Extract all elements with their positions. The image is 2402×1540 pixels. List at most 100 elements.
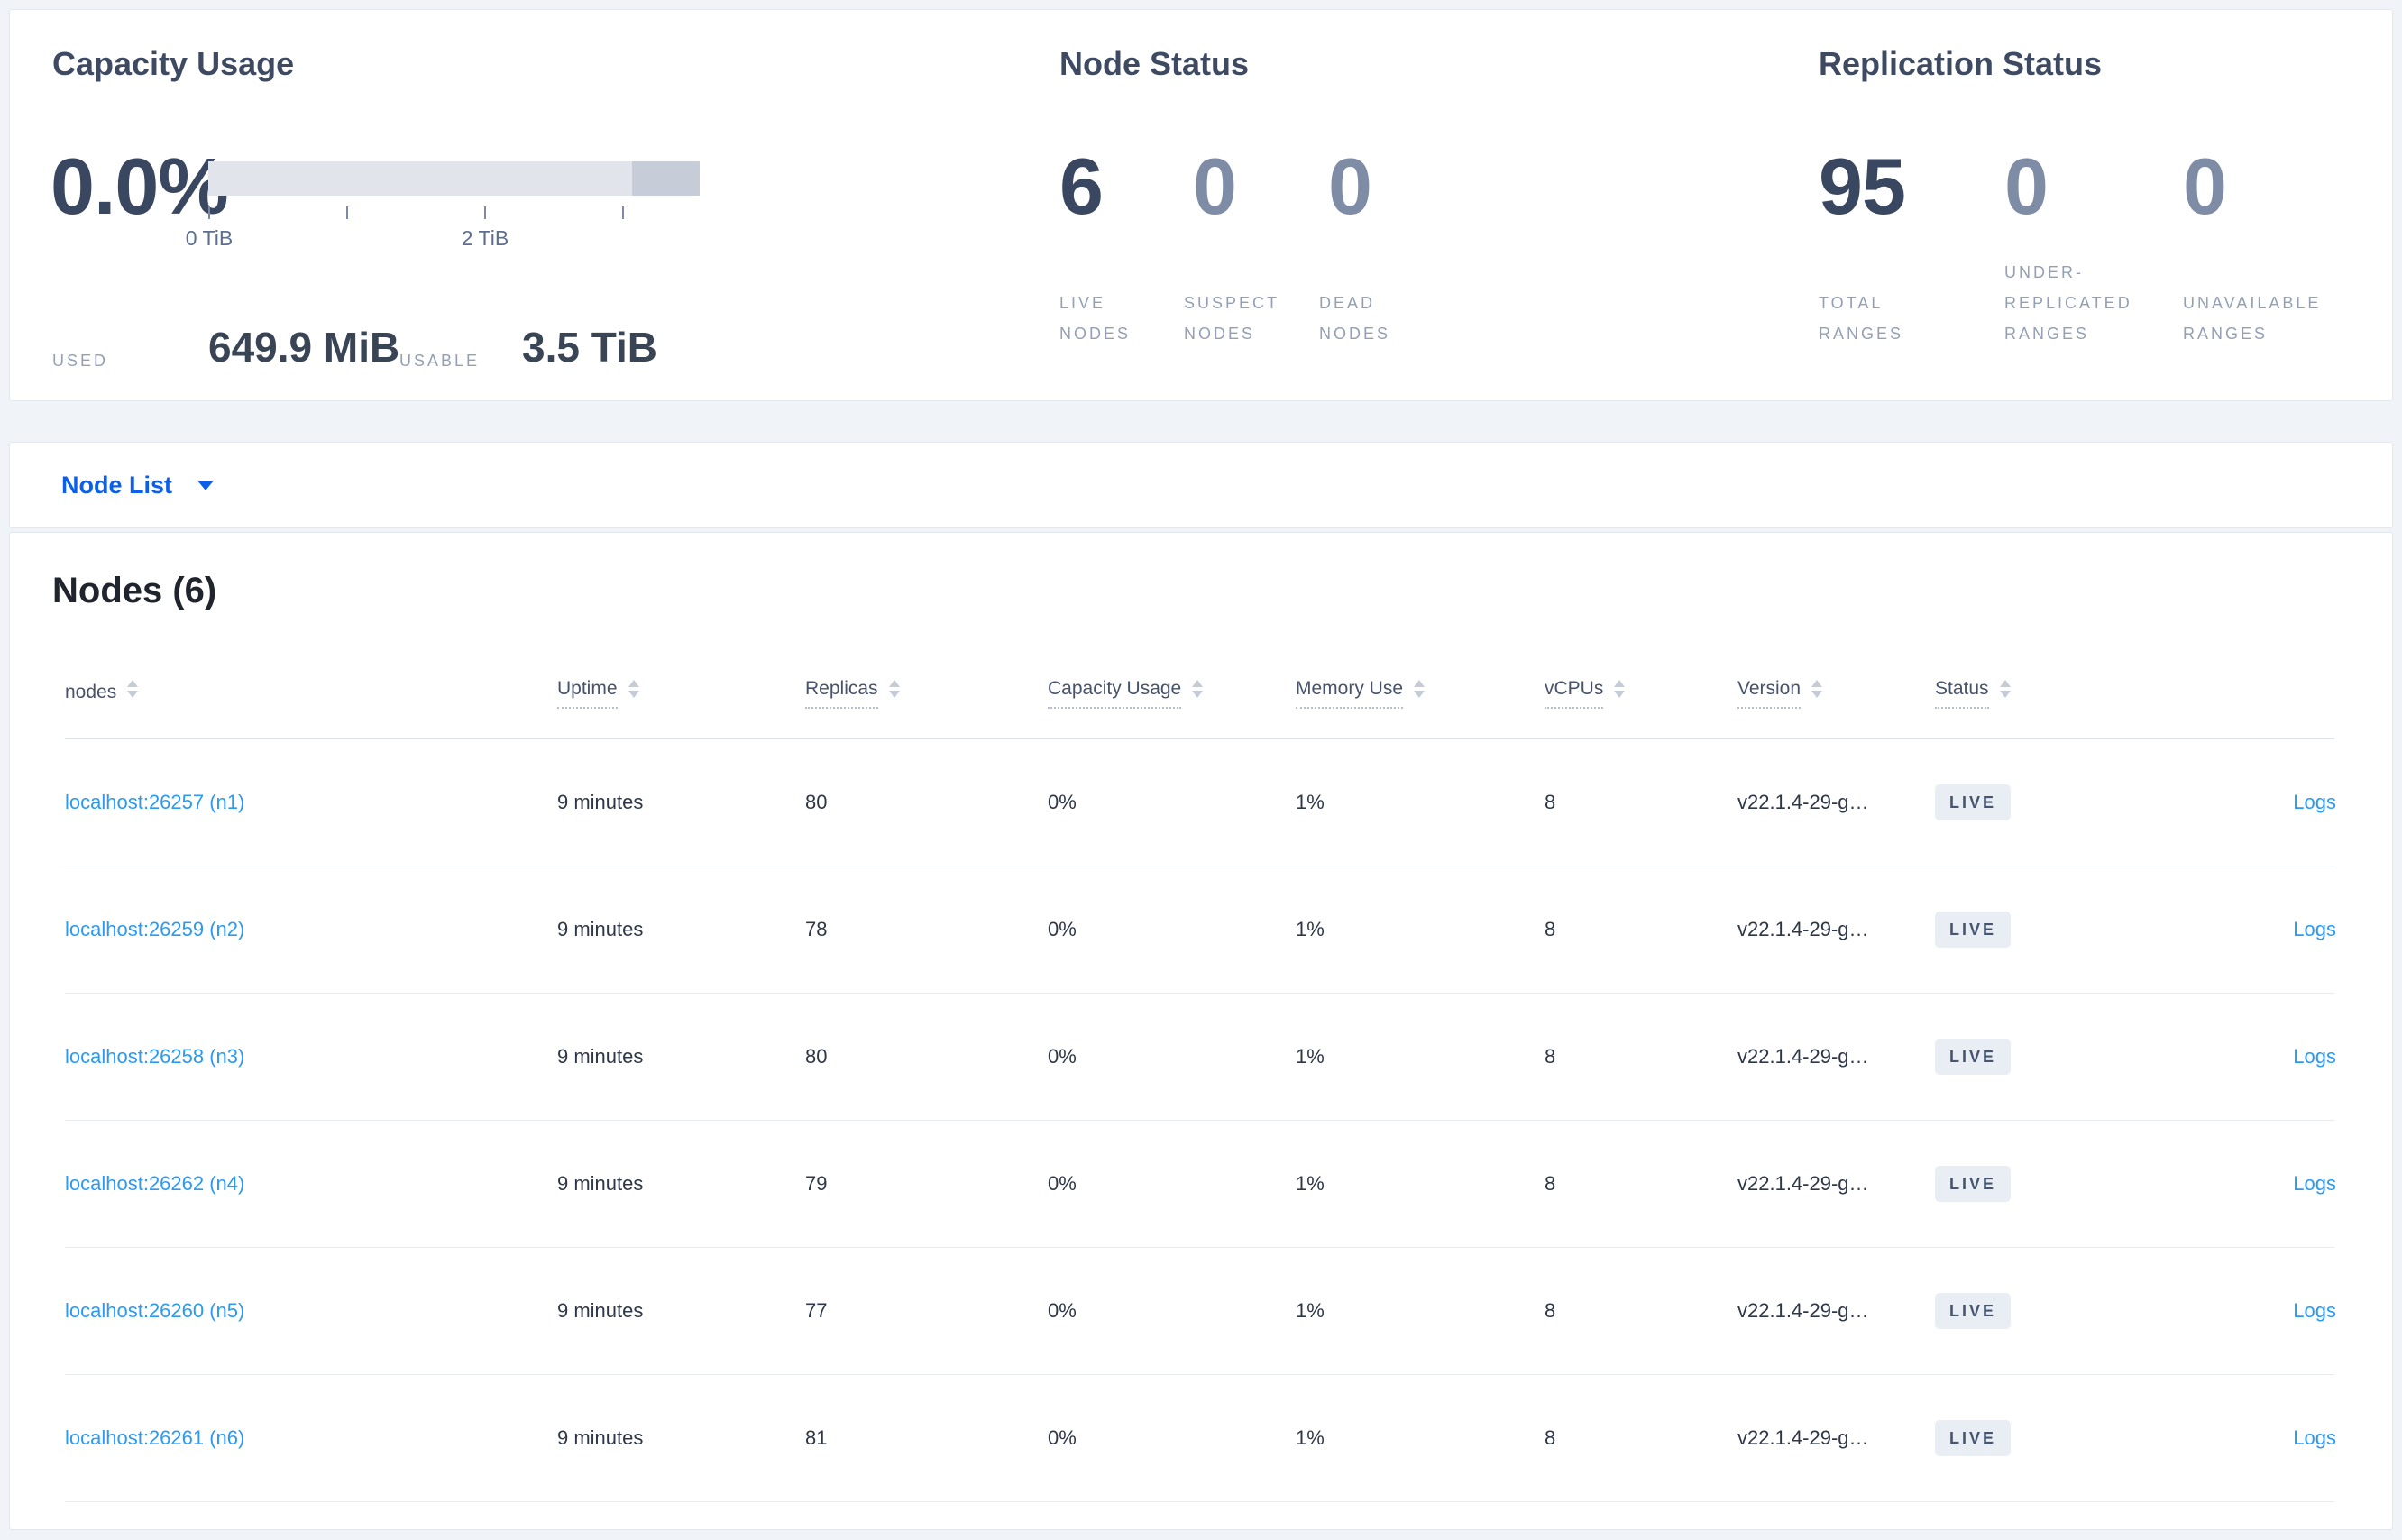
capacity-cell: 0%: [1048, 1426, 1077, 1449]
uptime-cell: 9 minutes: [557, 1299, 644, 1322]
status-badge: LIVE: [1935, 1166, 2012, 1202]
vcpus-cell: 8: [1545, 1172, 1556, 1195]
live-nodes-count: 6: [1059, 142, 1104, 231]
sort-icon: [1614, 680, 1626, 698]
memory-cell: 1%: [1296, 918, 1325, 940]
node-link[interactable]: localhost:26258 (n3): [65, 1045, 245, 1068]
capacity-bar: [208, 161, 700, 196]
uptime-cell: 9 minutes: [557, 1172, 644, 1195]
table-row: localhost:26262 (n4) 9 minutes 79 0% 1% …: [65, 1121, 2336, 1248]
usable-value: 3.5 TiB: [522, 324, 657, 371]
logs-link[interactable]: Logs: [2293, 791, 2336, 813]
node-link[interactable]: localhost:26259 (n2): [65, 918, 245, 940]
suspect-nodes-label: SUSPECT NODES: [1184, 294, 1279, 343]
vcpus-cell: 8: [1545, 918, 1556, 940]
total-ranges-count: 95: [1819, 142, 1906, 231]
node-link[interactable]: localhost:26260 (n5): [65, 1299, 245, 1322]
under-replicated-ranges-label: UNDER-REPLICATED RANGES: [2004, 263, 2132, 343]
capacity-cell: 0%: [1048, 918, 1077, 940]
node-link[interactable]: localhost:26257 (n1): [65, 791, 245, 813]
sort-icon: [1999, 680, 2011, 698]
table-row: localhost:26261 (n6) 9 minutes 81 0% 1% …: [65, 1375, 2336, 1502]
vcpus-cell: 8: [1545, 791, 1556, 813]
nodes-table-header: nodes Uptime Replicas Capacity Usage Mem…: [65, 647, 2334, 739]
logs-link[interactable]: Logs: [2293, 918, 2336, 940]
column-header-memory-use[interactable]: Memory Use: [1296, 677, 1545, 709]
node-status-title: Node Status: [1059, 45, 1250, 82]
column-header-vcpus[interactable]: vCPUs: [1545, 677, 1737, 709]
unavailable-ranges-label: UNAVAILABLE RANGES: [2183, 294, 2322, 343]
axis-tick: [208, 206, 210, 219]
version-cell: v22.1.4-29-g…: [1737, 1045, 1869, 1068]
logs-link[interactable]: Logs: [2293, 1426, 2336, 1449]
replicas-cell: 78: [805, 918, 828, 940]
under-replicated-ranges-count: 0: [2004, 142, 2049, 231]
column-header-uptime[interactable]: Uptime: [557, 677, 805, 709]
node-link[interactable]: localhost:26262 (n4): [65, 1172, 245, 1195]
capacity-cell: 0%: [1048, 1045, 1077, 1068]
chevron-down-icon: [197, 480, 215, 490]
axis-tick-label: 0 TiB: [185, 226, 234, 250]
column-header-capacity-usage[interactable]: Capacity Usage: [1048, 677, 1296, 709]
table-row: localhost:26259 (n2) 9 minutes 78 0% 1% …: [65, 866, 2336, 994]
used-label: USED: [52, 352, 109, 370]
memory-cell: 1%: [1296, 1172, 1325, 1195]
version-cell: v22.1.4-29-g…: [1737, 791, 1869, 813]
capacity-cell: 0%: [1048, 1299, 1077, 1322]
version-cell: v22.1.4-29-g…: [1737, 918, 1869, 940]
sort-icon: [1192, 680, 1204, 698]
replication-status-title: Replication Status: [1819, 45, 2103, 82]
node-list-dropdown-label: Node List: [61, 471, 173, 499]
version-cell: v22.1.4-29-g…: [1737, 1426, 1869, 1449]
capacity-bar-reserved-segment: [632, 161, 700, 196]
column-header-nodes[interactable]: nodes: [65, 680, 557, 704]
axis-tick: [622, 206, 624, 219]
table-row: localhost:26260 (n5) 9 minutes 77 0% 1% …: [65, 1248, 2336, 1375]
memory-cell: 1%: [1296, 1426, 1325, 1449]
column-header-replicas[interactable]: Replicas: [805, 677, 1048, 709]
view-selector-bar: Node List: [9, 442, 2393, 528]
capacity-cell: 0%: [1048, 1172, 1077, 1195]
uptime-cell: 9 minutes: [557, 918, 644, 940]
uptime-cell: 9 minutes: [557, 1426, 644, 1449]
nodes-table-panel: Nodes (6) nodes Uptime Replicas Capacity…: [9, 532, 2393, 1530]
column-header-version[interactable]: Version: [1737, 677, 1935, 709]
memory-cell: 1%: [1296, 1299, 1325, 1322]
version-cell: v22.1.4-29-g…: [1737, 1172, 1869, 1195]
replicas-cell: 81: [805, 1426, 828, 1449]
sort-icon: [1414, 680, 1426, 698]
suspect-nodes-count: 0: [1193, 142, 1237, 231]
column-header-status[interactable]: Status: [1935, 677, 2192, 709]
capacity-cell: 0%: [1048, 791, 1077, 813]
vcpus-cell: 8: [1545, 1299, 1556, 1322]
node-list-dropdown[interactable]: Node List: [61, 471, 215, 500]
sort-icon: [888, 680, 900, 698]
node-link[interactable]: localhost:26261 (n6): [65, 1426, 245, 1449]
memory-cell: 1%: [1296, 791, 1325, 813]
status-badge: LIVE: [1935, 784, 2012, 820]
usable-label: USABLE: [399, 352, 481, 370]
sort-icon: [628, 680, 639, 698]
sort-icon: [127, 680, 139, 698]
table-row: localhost:26257 (n1) 9 minutes 80 0% 1% …: [65, 739, 2336, 866]
memory-cell: 1%: [1296, 1045, 1325, 1068]
cluster-overview-panel: Capacity Usage 0.0% 0 TiB 2 TiB USED 649…: [9, 9, 2393, 401]
status-badge: LIVE: [1935, 1420, 2012, 1456]
nodes-table-title: Nodes (6): [52, 571, 217, 610]
dead-nodes-count: 0: [1328, 142, 1372, 231]
replicas-cell: 77: [805, 1299, 828, 1322]
axis-tick: [484, 206, 486, 219]
capacity-usage-title: Capacity Usage: [52, 45, 295, 82]
vcpus-cell: 8: [1545, 1426, 1556, 1449]
nodes-table: nodes Uptime Replicas Capacity Usage Mem…: [65, 647, 2336, 1502]
logs-link[interactable]: Logs: [2293, 1045, 2336, 1068]
logs-link[interactable]: Logs: [2293, 1172, 2336, 1195]
status-badge: LIVE: [1935, 1293, 2012, 1329]
vcpus-cell: 8: [1545, 1045, 1556, 1068]
uptime-cell: 9 minutes: [557, 1045, 644, 1068]
uptime-cell: 9 minutes: [557, 791, 644, 813]
replicas-cell: 80: [805, 1045, 828, 1068]
replicas-cell: 79: [805, 1172, 828, 1195]
logs-link[interactable]: Logs: [2293, 1299, 2336, 1322]
sort-icon: [1811, 680, 1823, 698]
